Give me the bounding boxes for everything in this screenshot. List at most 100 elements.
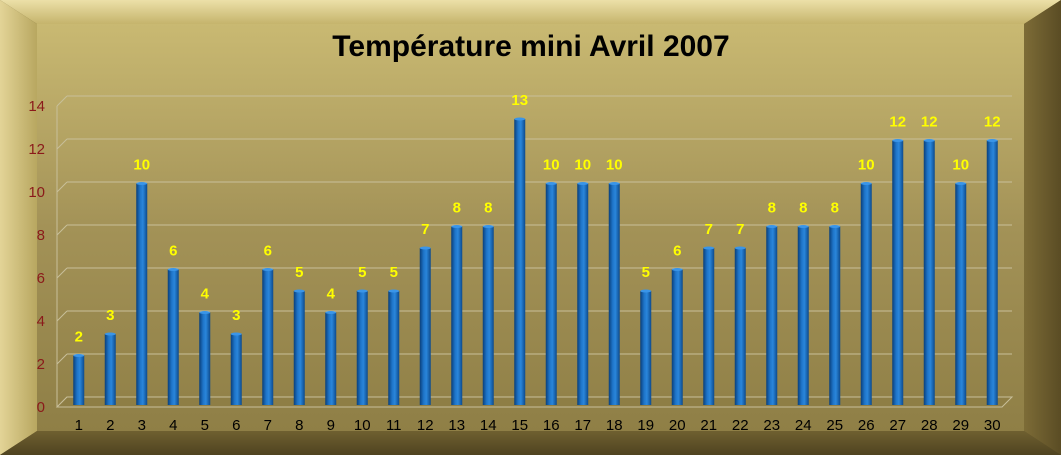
x-tick-label: 29 [952, 417, 969, 434]
bar-top [829, 225, 841, 228]
bar-top [104, 332, 116, 336]
x-tick-label: 3 [138, 417, 146, 434]
bar-top [167, 268, 179, 271]
bar [419, 248, 431, 405]
data-label: 10 [543, 157, 560, 174]
data-label: 3 [106, 307, 114, 324]
bar-top [545, 182, 557, 185]
data-label: 6 [169, 243, 177, 260]
bar-top [671, 268, 683, 271]
x-tick-label: 16 [543, 417, 560, 434]
chart-background [37, 24, 1024, 431]
bar-top [514, 117, 526, 121]
bar [955, 183, 967, 405]
bar [514, 119, 526, 405]
x-tick-label: 25 [826, 417, 843, 434]
data-labels: 2 3 10 6 4 3 6 5 4 5 5 7 8 8 13 10 10 10 5 6 7 7 8 8 8 10 12 12 10 12 [75, 92, 1001, 346]
y-tick-label: 6 [37, 270, 45, 287]
bar [167, 269, 179, 405]
bar [892, 140, 904, 405]
bar [325, 312, 337, 405]
data-label: 2 [75, 329, 83, 346]
bar-top [356, 289, 368, 293]
x-tick-label: 10 [354, 417, 371, 434]
data-label: 8 [799, 200, 807, 217]
bar [640, 291, 652, 405]
bar-top [986, 139, 998, 142]
bevel-top [0, 0, 1061, 24]
data-label: 4 [327, 286, 336, 303]
data-label: 12 [921, 114, 938, 131]
x-tick-label: 24 [795, 417, 812, 434]
bevel-left [0, 0, 37, 455]
data-label: 8 [768, 200, 776, 217]
x-tick-label: 26 [858, 417, 875, 434]
x-tick-label: 6 [232, 417, 240, 434]
bar-top [199, 311, 211, 314]
bar [451, 226, 463, 405]
x-tick-label: 23 [763, 417, 780, 434]
bar-top [293, 289, 305, 293]
bar [986, 140, 998, 405]
y-tick-label: 12 [28, 141, 45, 158]
x-tick-label: 11 [386, 417, 402, 434]
data-label: 6 [673, 243, 681, 260]
x-tick-label: 14 [480, 417, 497, 434]
y-tick-label: 8 [37, 227, 45, 244]
data-label: 7 [705, 221, 713, 238]
x-tick-label: 9 [327, 417, 335, 434]
bar-top [136, 182, 148, 185]
bar [262, 269, 274, 405]
bar-top [955, 182, 967, 185]
bar [703, 248, 715, 405]
bar-top [734, 246, 746, 250]
gridline-depth [56, 181, 68, 193]
bar-top [892, 139, 904, 142]
x-tick-label: 19 [637, 417, 654, 434]
bar-top [482, 225, 494, 228]
bar-top [451, 225, 463, 228]
bar-top [766, 225, 778, 228]
bar [829, 226, 841, 405]
data-label: 5 [390, 264, 398, 281]
bevel-right [1024, 0, 1061, 455]
data-label: 4 [201, 286, 210, 303]
gridline-depth [56, 138, 68, 150]
data-label: 5 [642, 264, 650, 281]
data-label: 6 [264, 243, 272, 260]
y-tick-label: 10 [28, 184, 45, 201]
x-tick-label: 20 [669, 417, 686, 434]
data-label: 10 [574, 157, 591, 174]
gridline-depth [56, 224, 68, 236]
y-axis-ticks: 0 2 4 6 8 10 12 14 [28, 98, 45, 416]
data-label: 5 [295, 264, 303, 281]
bar [608, 183, 620, 405]
gridline-depth [56, 267, 68, 279]
data-label: 7 [736, 221, 744, 238]
y-tick-label: 0 [37, 399, 45, 416]
bar [545, 183, 557, 405]
data-label: 5 [358, 264, 366, 281]
bar [734, 248, 746, 405]
data-label: 12 [889, 114, 906, 131]
gridline-depth [56, 95, 68, 107]
bar-top [860, 182, 872, 185]
bar [293, 291, 305, 405]
bar-top [608, 182, 620, 185]
data-label: 8 [831, 200, 839, 217]
bar-top [388, 289, 400, 293]
bar-top [640, 289, 652, 293]
bar [230, 334, 242, 405]
bar-top [262, 268, 274, 271]
bar [577, 183, 589, 405]
data-label: 7 [421, 221, 429, 238]
x-tick-label: 1 [75, 417, 83, 434]
x-tick-label: 27 [889, 417, 906, 434]
x-tick-label: 8 [295, 417, 303, 434]
gridline-depth [56, 310, 68, 322]
bar [923, 140, 935, 405]
x-tick-label: 15 [511, 417, 528, 434]
bar [671, 269, 683, 405]
data-label: 10 [858, 157, 875, 174]
